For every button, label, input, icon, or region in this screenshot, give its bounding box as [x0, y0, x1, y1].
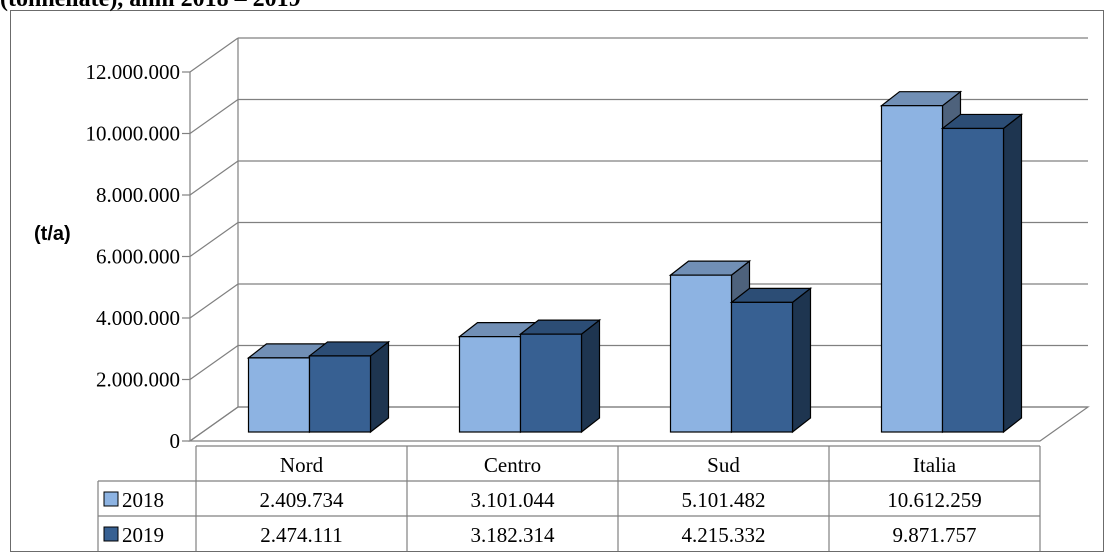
data-table-cell: 10.612.259	[887, 488, 982, 512]
bar-2018-sud	[669, 274, 733, 433]
legend-key-2018	[103, 491, 119, 507]
ytick-label: 0	[170, 429, 181, 453]
gridline-side	[189, 222, 239, 257]
ytick-label: 6.000.000	[96, 245, 180, 269]
legend-series-name: 2019	[122, 523, 164, 547]
ytick-label: 10.000.000	[86, 122, 181, 146]
ytick-label: 4.000.000	[96, 306, 180, 330]
gridline-side	[189, 37, 239, 73]
ytick-label: 2.000.000	[96, 368, 180, 392]
bar-side	[791, 287, 812, 434]
bar-2019-centro	[519, 333, 583, 433]
bar-side	[1002, 113, 1023, 434]
bar-side	[369, 340, 390, 434]
data-table-cell: 3.182.314	[471, 523, 556, 547]
bar-2018-italia	[880, 105, 944, 433]
bar-side	[580, 318, 601, 434]
y-axis-unit-label: (t/a)	[34, 223, 71, 245]
data-table-cell: 4.215.332	[682, 523, 766, 547]
bar-2018-centro	[458, 336, 522, 433]
data-table-cell: 2.409.734	[260, 488, 345, 512]
bar-2019-nord	[308, 355, 372, 433]
chart-title-fragment: (tonnellate), anni 2018 – 2019	[0, 0, 301, 13]
gridline-side	[189, 345, 239, 380]
gridline-side	[189, 283, 239, 319]
gridline-side	[189, 160, 239, 196]
data-table-cell: 5.101.482	[682, 488, 766, 512]
plot-floor	[188, 406, 1090, 442]
legend-series-name: 2018	[122, 488, 164, 512]
ytick-label: 8.000.000	[96, 183, 180, 207]
data-table-cell: 2.474.111	[260, 523, 342, 547]
gridline-side	[189, 99, 239, 134]
ytick-label: 12.000.000	[86, 60, 181, 84]
legend-key-2019	[103, 526, 119, 542]
bar-2019-sud	[730, 301, 794, 433]
data-table-cell: 3.101.044	[471, 488, 556, 512]
bar-2019-italia	[941, 127, 1005, 433]
category-label: Nord	[280, 453, 324, 477]
category-label: Sud	[707, 453, 740, 477]
data-table-cell: 9.871.757	[893, 523, 977, 547]
bar-2018-nord	[247, 357, 311, 433]
category-label: Centro	[484, 453, 541, 477]
category-label: Italia	[913, 453, 957, 477]
